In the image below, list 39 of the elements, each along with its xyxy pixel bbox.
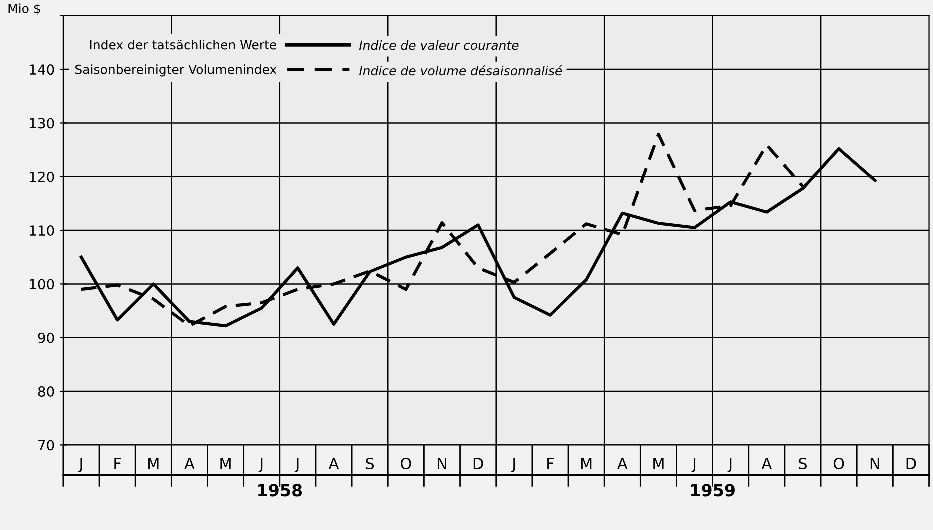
text: 1958: [258, 484, 302, 497]
x-tick-label: F: [114, 458, 122, 470]
text: 1959: [692, 484, 735, 497]
x-tick-label: A: [328, 458, 340, 470]
y-tick-label: 110: [30, 226, 54, 236]
x-tick-label: J: [728, 458, 732, 472]
x-tick-label: A: [618, 458, 628, 470]
x-tick-label: M: [220, 458, 231, 470]
x-tick-label: A: [184, 458, 195, 470]
x-tick-label: F: [548, 458, 554, 470]
x-tick-label: S: [799, 458, 807, 470]
y-tick-label: 80: [38, 386, 54, 398]
annotation: Indice de volume désaisonnalisé: [359, 65, 562, 76]
x-tick-label: A: [762, 458, 772, 470]
annotation: Indice de valeur courante: [359, 40, 519, 50]
x-tick-label: N: [438, 458, 446, 470]
x-tick-label: D: [906, 458, 916, 470]
y-tick-label: 90: [38, 332, 54, 344]
x-tick-label: N: [870, 458, 880, 470]
x-tick-label: M: [654, 458, 664, 470]
x-tick-label: D: [474, 458, 484, 470]
y-tick-label: 100: [30, 279, 54, 290]
y-tick-label: 130: [30, 118, 54, 129]
legend-label: Saisonbereinigter Volumenindex: [76, 64, 277, 77]
y-axis-title: Mio $: [8, 4, 40, 16]
x-tick-label: M: [148, 458, 159, 470]
x-tick-label: J: [78, 458, 82, 472]
y-tick-label: 70: [38, 440, 54, 451]
x-tick-label: J: [692, 458, 696, 472]
x-tick-label: M: [581, 458, 592, 470]
x-tick-label: O: [834, 458, 844, 470]
x-tick-label: S: [366, 458, 374, 470]
x-tick-label: J: [511, 458, 516, 472]
y-tick-label: 140: [30, 64, 54, 76]
y-tick-label: 120: [30, 172, 54, 182]
x-tick-label: O: [401, 458, 412, 470]
x-tick-label: J: [294, 458, 299, 472]
legend-label: Index der tatsächlichen Werte: [90, 40, 276, 50]
x-tick-label: J: [258, 458, 263, 472]
